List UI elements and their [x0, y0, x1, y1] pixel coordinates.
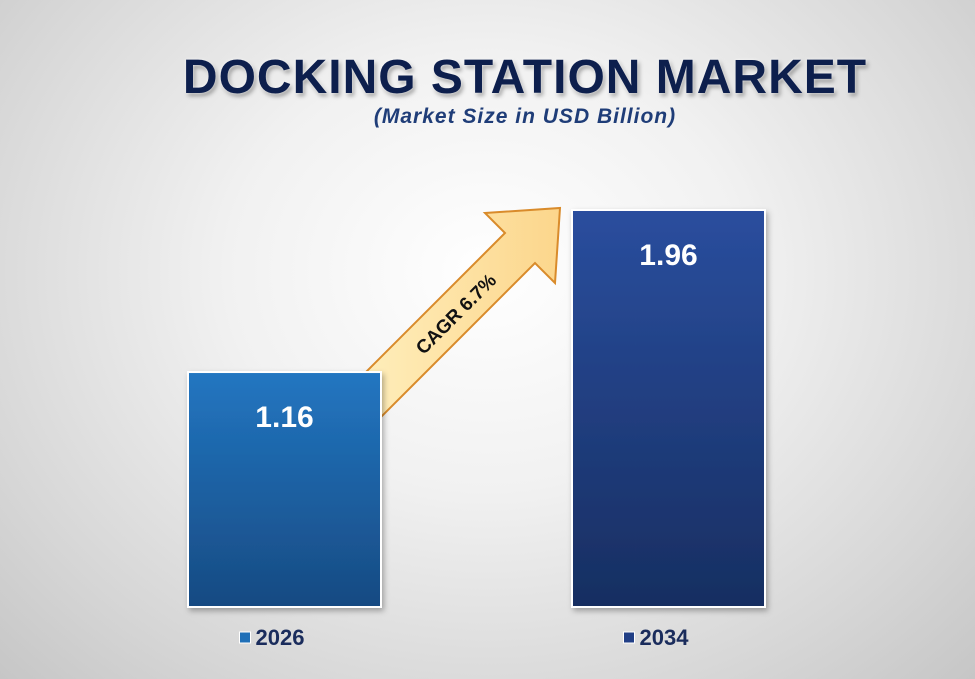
legend-swatch-2026 — [239, 631, 251, 644]
bar-2026 — [187, 371, 382, 608]
bar-value-label-2026: 1.16 — [255, 401, 313, 434]
chart-subtitle: (Market Size in USD Billion) — [373, 105, 677, 128]
legend-label-2026: 2026 — [256, 625, 305, 650]
bars: 1.16 1.96 — [187, 209, 766, 608]
cagr-arrow-shape — [344, 206, 562, 424]
legend: 2026 2034 — [239, 625, 690, 650]
legend-label-2034: 2034 — [640, 625, 690, 650]
legend-swatch-2034 — [623, 631, 635, 644]
bar-2034 — [571, 209, 766, 608]
bar-value-label-2034: 1.96 — [639, 239, 697, 272]
chart-title: DOCKING STATION MARKET — [182, 51, 868, 104]
